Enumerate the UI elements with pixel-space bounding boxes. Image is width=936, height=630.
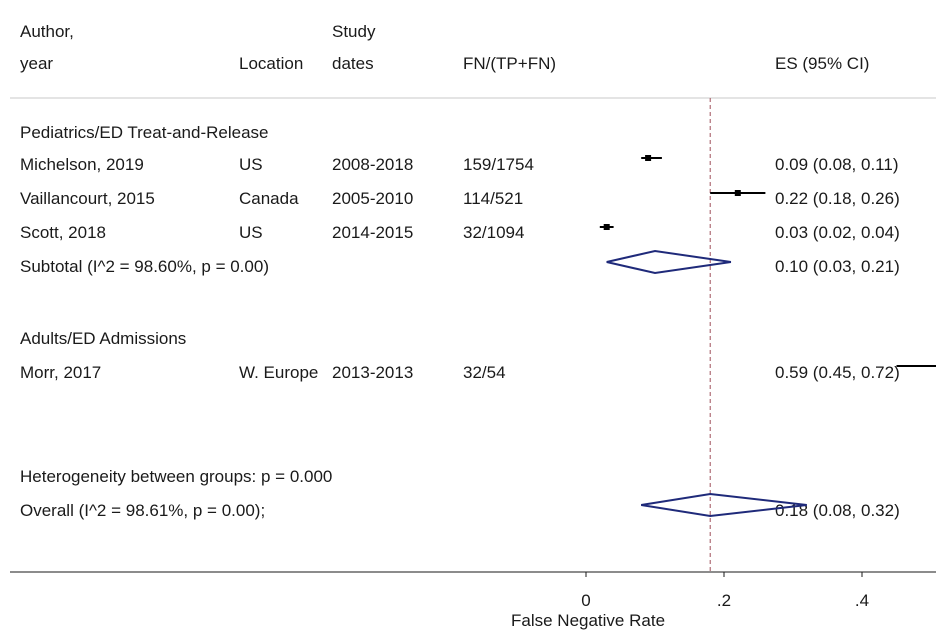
study-location: US (239, 155, 263, 174)
header-dates-line2: dates (332, 54, 374, 73)
header-author-line2: year (20, 54, 53, 73)
study-es: 0.09 (0.08, 0.11) (775, 155, 899, 174)
header-ratio: FN/(TP+FN) (463, 54, 556, 73)
overall-row: Overall (I^2 = 98.61%, p = 0.00); 0.18 (… (20, 492, 900, 520)
heterogeneity-text: Heterogeneity between groups: p = 0.000 (20, 467, 332, 486)
x-tick-label: 0 (581, 591, 590, 610)
study-es: 0.22 (0.18, 0.26) (775, 189, 900, 208)
study-author: Morr, 2017 (20, 363, 101, 382)
study-location: W. Europe (239, 363, 318, 382)
study-es: 0.03 (0.02, 0.04) (775, 223, 900, 242)
study-row-morr: Morr, 2017 W. Europe 2013-2013 32/54 0.5… (20, 363, 936, 382)
x-tick-label: .4 (855, 591, 869, 610)
study-author: Vaillancourt, 2015 (20, 189, 155, 208)
subtotal-row-pediatrics: Subtotal (I^2 = 98.60%, p = 0.00) 0.10 (… (20, 249, 900, 276)
overall-label: Overall (I^2 = 98.61%, p = 0.00); (20, 501, 265, 520)
x-axis-ticks: 0.2.4.6 (581, 572, 869, 610)
study-ratio: 114/521 (463, 189, 523, 208)
study-ratio: 32/1094 (463, 223, 524, 242)
study-dates: 2013-2013 (332, 363, 413, 382)
study-author: Michelson, 2019 (20, 155, 144, 174)
study-row-scott: Scott, 2018 US 2014-2015 32/1094 0.03 (0… (20, 223, 900, 242)
subtotal-es: 0.10 (0.03, 0.21) (775, 257, 900, 276)
study-es: 0.59 (0.45, 0.72) (775, 363, 900, 382)
group-label-pediatrics: Pediatrics/ED Treat-and-Release (20, 123, 269, 142)
header-location: Location (239, 54, 303, 73)
column-headers: Author, year Location Study dates FN/(TP… (20, 22, 869, 73)
subtotal-diamond (606, 249, 732, 275)
header-es: ES (95% CI) (775, 54, 869, 73)
study-dates: 2014-2015 (332, 223, 413, 242)
study-author: Scott, 2018 (20, 223, 106, 242)
study-ratio: 32/54 (463, 363, 506, 382)
study-point-marker (603, 224, 610, 230)
study-dates: 2008-2018 (332, 155, 413, 174)
x-tick-label: .2 (717, 591, 731, 610)
study-location: US (239, 223, 263, 242)
study-row-vaillancourt: Vaillancourt, 2015 Canada 2005-2010 114/… (20, 189, 900, 208)
header-author-line1: Author, (20, 22, 74, 41)
study-row-michelson: Michelson, 2019 US 2008-2018 159/1754 0.… (20, 155, 899, 174)
group-label-adults: Adults/ED Admissions (20, 329, 186, 348)
subtotal-label: Subtotal (I^2 = 98.60%, p = 0.00) (20, 257, 269, 276)
study-point-marker (645, 155, 652, 161)
study-ratio: 159/1754 (463, 155, 534, 174)
x-axis-title: False Negative Rate (511, 611, 665, 630)
study-point-marker (734, 190, 741, 196)
study-dates: 2005-2010 (332, 189, 413, 208)
study-location: Canada (239, 189, 299, 208)
header-dates-line1: Study (332, 22, 376, 41)
overall-diamond (641, 492, 807, 518)
